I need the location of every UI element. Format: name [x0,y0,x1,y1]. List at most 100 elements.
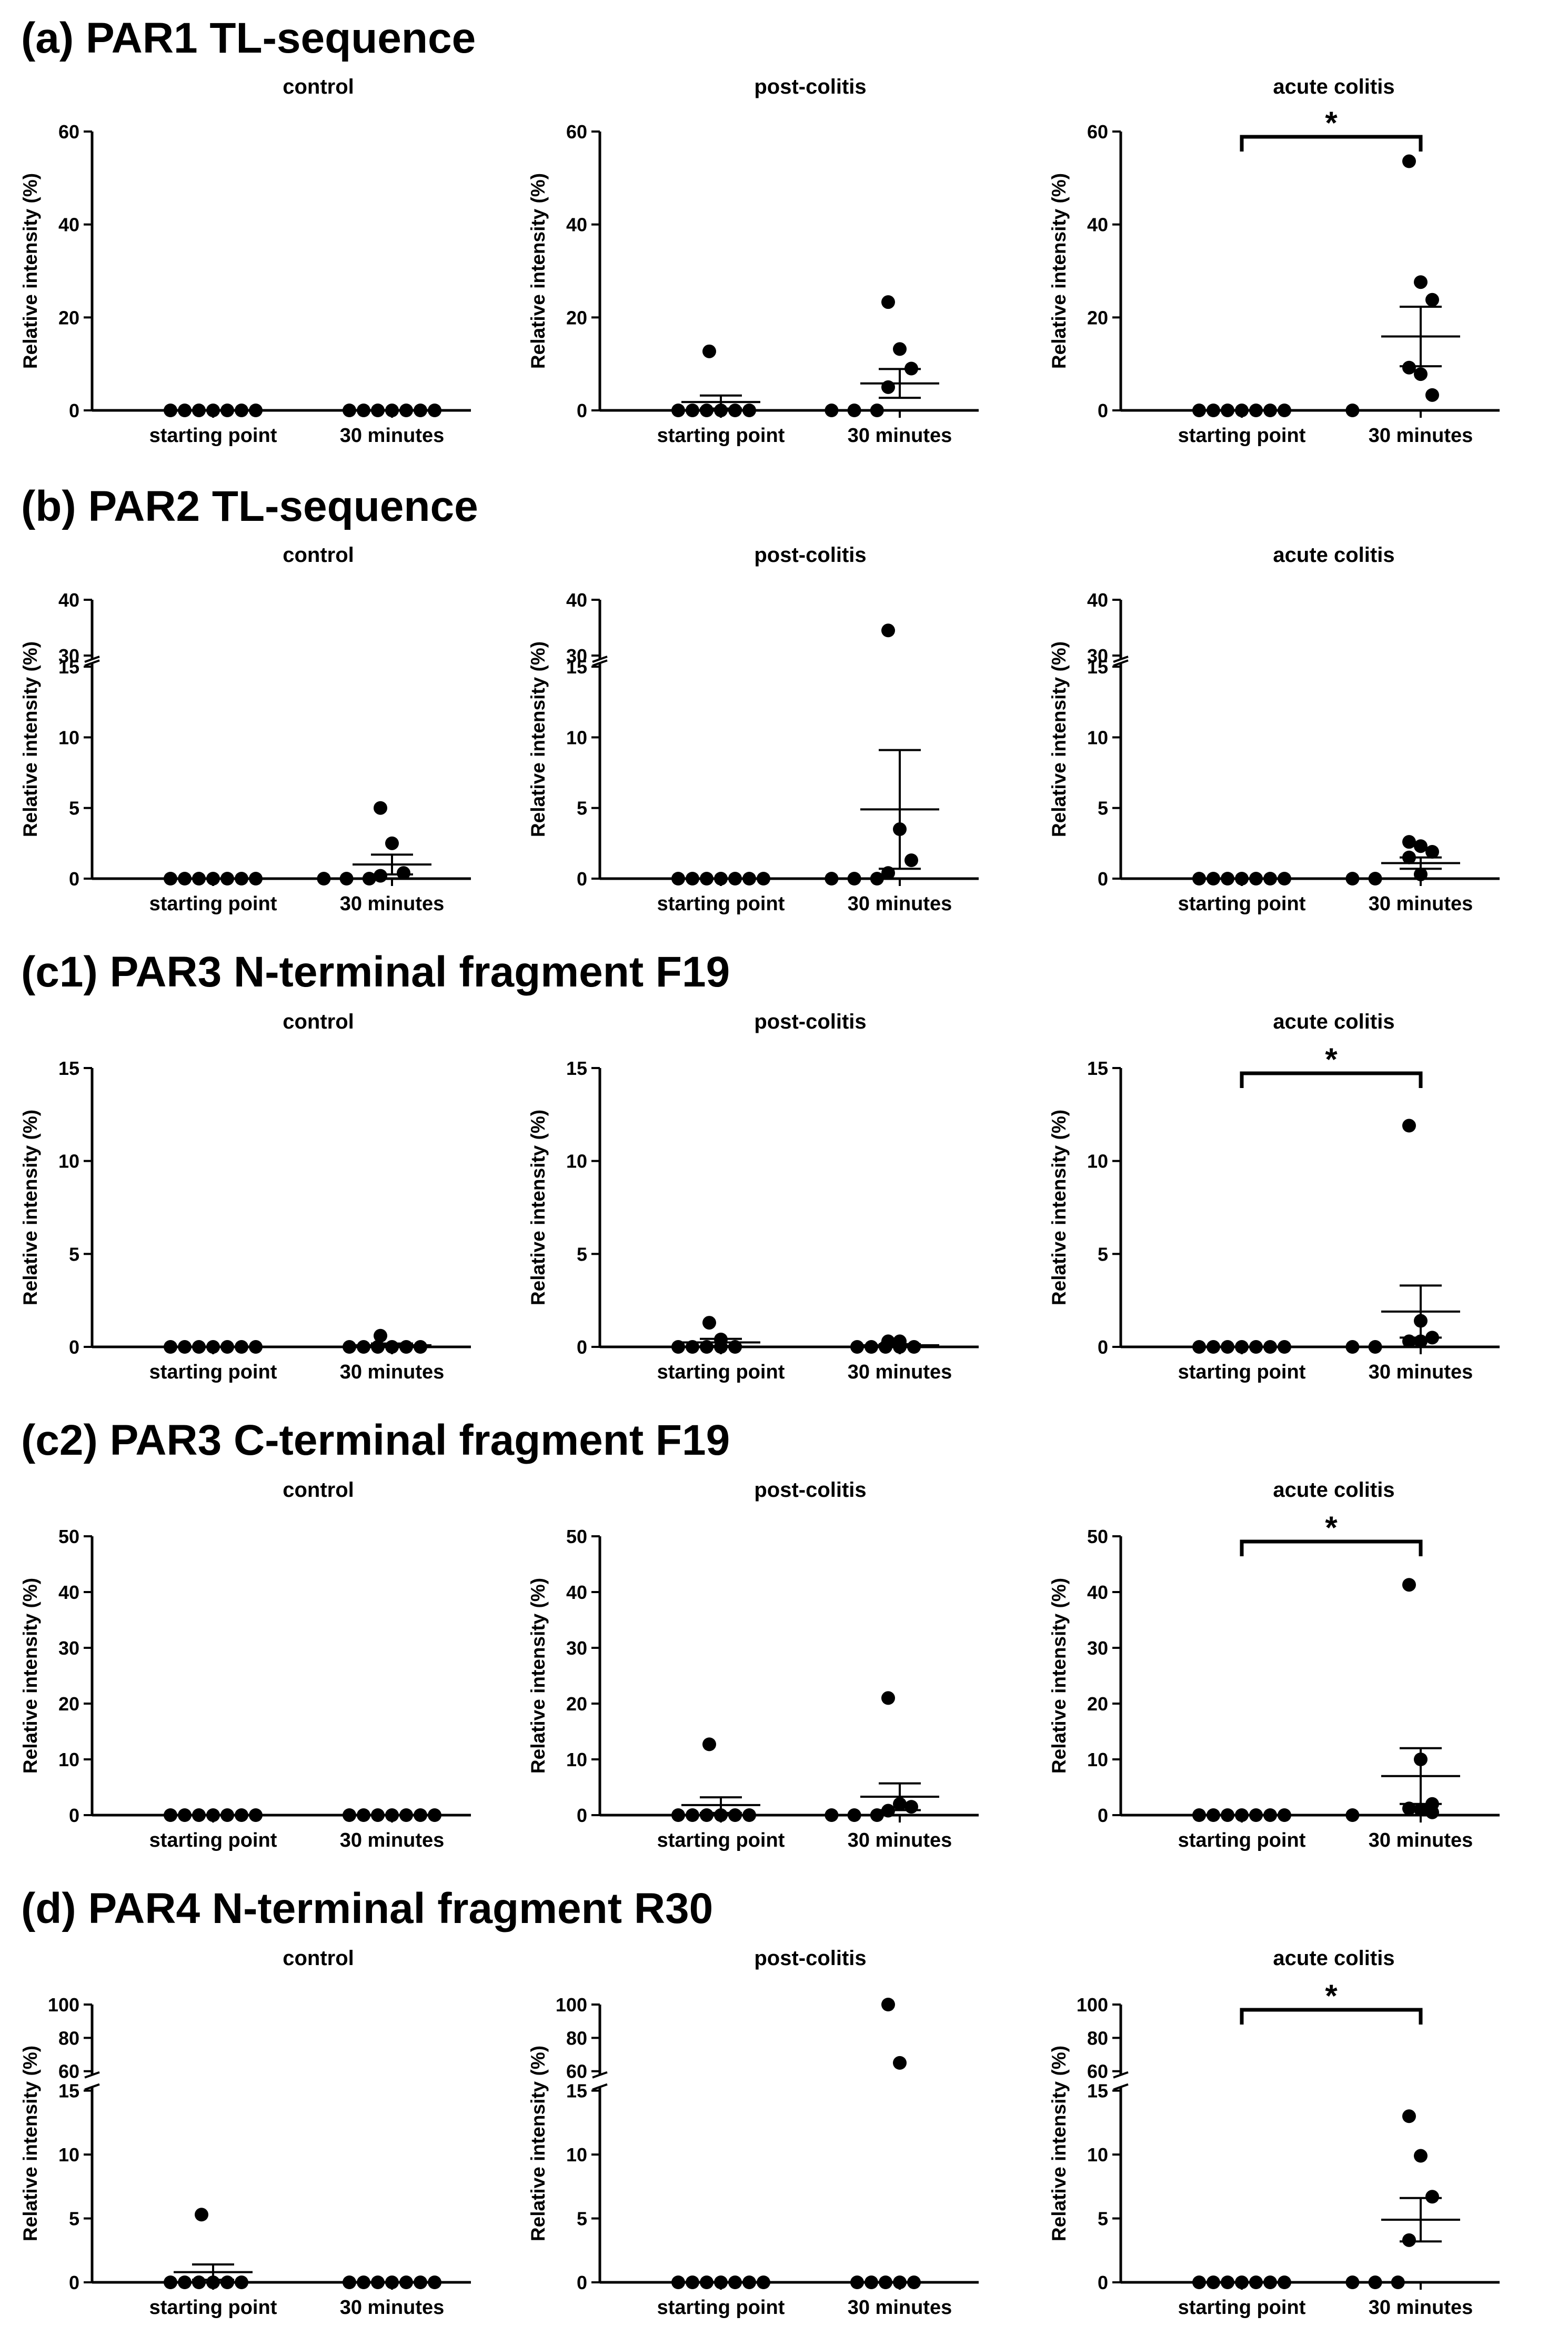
data-point [1192,2275,1206,2289]
data-point [702,344,716,358]
data-point [1263,404,1277,417]
y-tick-label: 0 [577,2272,587,2293]
significance-star: * [1325,105,1338,140]
data-point [1368,1340,1382,1354]
data-point [700,872,713,885]
y-tick-label: 10 [566,727,587,748]
chart-panel: control Relative intensity (%) 0 5 10 15 start… [19,1010,471,1383]
axis-break-mark [592,2083,608,2091]
data-point [1402,1119,1416,1133]
data-point [1263,2275,1277,2289]
y-axis-label: Relative intensity (%) [19,1578,41,1774]
y-tick-label: 40 [58,214,79,236]
x-tick-label: starting point [1178,1829,1306,1851]
data-point [728,872,742,885]
axis-break-mark [592,656,608,663]
y-tick-label: 10 [58,1749,79,1770]
y-tick-label: 10 [58,2144,79,2166]
y-tick-label: 60 [566,121,587,143]
data-point [714,404,728,417]
data-point [1345,872,1360,885]
x-tick-label: 30 minutes [848,893,952,915]
data-point [904,1800,918,1814]
data-point [1345,2275,1360,2289]
y-axis-label: Relative intensity (%) [527,2046,549,2241]
data-point [428,2275,441,2289]
y-tick-label: 15 [1087,656,1108,678]
data-point [865,2275,878,2289]
data-point [235,2275,248,2289]
data-point [220,1340,234,1354]
data-point [742,404,756,417]
data-point [220,1808,234,1822]
y-tick-label: 50 [1087,1526,1108,1547]
data-point [825,404,839,417]
data-point [1414,867,1428,881]
data-point [728,404,742,417]
y-tick-label: 0 [1098,1805,1108,1826]
data-point [1235,2275,1249,2289]
y-axis-label: Relative intensity (%) [527,1578,549,1774]
y-tick-label: 20 [566,1693,587,1715]
data-point [235,404,248,417]
data-point [686,2275,699,2289]
data-point [1235,404,1249,417]
y-tick-label: 60 [1087,2061,1108,2082]
data-point [339,872,354,885]
data-point [385,1808,399,1822]
data-point [742,1808,756,1822]
x-tick-label: 30 minutes [848,1361,952,1383]
data-point [195,2208,208,2222]
chart-panel: post-colitis Relative intensity (%) 0 5 10 15… [527,1947,979,2319]
x-tick-label: starting point [149,1829,277,1851]
data-point [357,1808,370,1822]
y-axis-label: Relative intensity (%) [1048,641,1070,837]
data-point [671,1808,685,1822]
data-point [1192,1808,1206,1822]
data-point [1402,2233,1416,2247]
y-tick-label: 20 [58,307,79,328]
y-tick-label: 60 [566,2061,587,2082]
axis-break-mark [592,2071,608,2079]
data-point [1368,2275,1382,2289]
data-point [343,2275,356,2289]
panel-title: control [283,1478,354,1502]
data-point [728,1808,742,1822]
data-point [414,2275,427,2289]
y-tick-label: 0 [1098,1336,1108,1358]
x-tick-label: starting point [657,2297,785,2319]
data-point [870,1808,884,1822]
y-tick-label: 80 [1087,2027,1108,2049]
y-axis-label: Relative intensity (%) [1048,173,1070,369]
y-tick-label: 60 [58,2061,79,2082]
axis-break-mark [1113,2083,1129,2091]
data-point [870,872,884,885]
data-point [357,404,370,417]
y-tick-label: 0 [1098,2272,1108,2293]
data-point [1207,2275,1220,2289]
data-point [1207,404,1220,417]
data-point [1345,1340,1360,1354]
data-point [881,623,895,638]
x-tick-label: 30 minutes [340,425,445,447]
data-point [397,866,410,880]
data-point [893,342,907,356]
data-point [428,404,441,417]
data-point [1414,839,1428,853]
data-point [671,404,685,417]
x-tick-label: starting point [657,893,785,915]
panel-title: acute colitis [1273,1010,1394,1033]
y-tick-label: 0 [69,2272,79,2293]
data-point [907,2275,921,2289]
x-tick-label: starting point [149,893,277,915]
data-point [1402,154,1416,168]
panel-title: post-colitis [754,75,866,98]
chart-section: (a) PAR1 TL-sequence control Relative inte… [19,14,1500,447]
axis-break-mark [84,656,100,663]
data-point [192,1808,206,1822]
data-point [1278,404,1291,417]
chart-panel: control Relative intensity (%) 0 10 20 30 40 50… [19,1478,471,1851]
data-point [1249,1340,1263,1354]
data-point [343,1340,356,1354]
data-point [686,404,699,417]
